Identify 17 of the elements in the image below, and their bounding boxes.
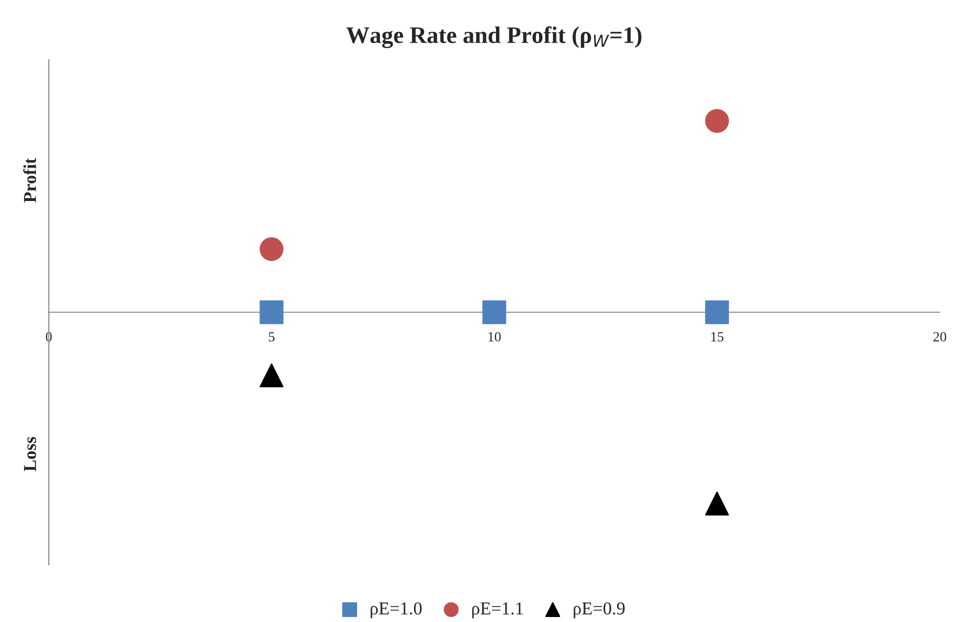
point [705, 109, 729, 133]
x-tick-label: 20 [933, 332, 946, 342]
x-tick-label: 10 [488, 332, 501, 342]
legend-label: ρE=1.1 [472, 602, 523, 618]
point [705, 492, 729, 516]
point [260, 237, 284, 262]
y-axis-title: Profit [23, 158, 36, 202]
point [705, 300, 729, 324]
point [482, 300, 506, 324]
chart-title: Wage Rate and Profit (ρ$_{W}$=1) [346, 26, 642, 48]
x-tick-label: 15 [711, 332, 724, 342]
legend-label: ρE=1.0 [370, 602, 422, 618]
point [260, 300, 284, 324]
legend-label: ρE=0.9 [574, 602, 625, 618]
text: Loss [24, 436, 36, 472]
x-tick-label: 5 [268, 332, 274, 342]
point [260, 363, 284, 388]
